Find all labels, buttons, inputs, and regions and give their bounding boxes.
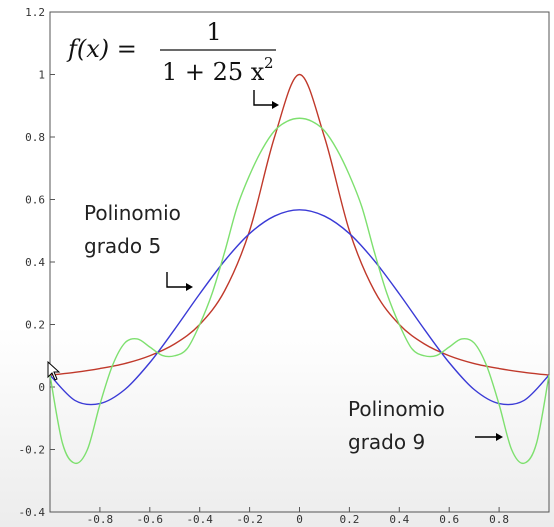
formula-annotation: f(x) = 1 1 + 25 x 2 [66, 18, 276, 86]
formula-exponent: 2 [264, 54, 274, 72]
poly9-label-line2: grado 9 [348, 430, 425, 454]
mouse-cursor-icon [47, 361, 61, 381]
formula-denominator: 1 + 25 x [162, 58, 265, 86]
poly5-arrow [166, 272, 186, 288]
poly5-label-line2: grado 5 [84, 234, 161, 258]
x-tick-label: 0 [296, 513, 303, 526]
y-tick-label: 0.8 [25, 131, 45, 144]
x-tick-label: 0.6 [439, 513, 459, 526]
y-axis-ticks: -0.4 -0.2 0 0.2 0.4 0.6 0.8 1 1.2 [19, 6, 55, 519]
y-tick-label: -0.2 [19, 444, 46, 457]
y-tick-label: 1 [38, 69, 45, 82]
x-tick-label: -0.4 [186, 513, 213, 526]
x-axis-ticks: -0.8 -0.6 -0.4 -0.2 0 0.2 0.4 0.6 0.8 [87, 507, 509, 526]
formula-arrowhead [272, 101, 279, 109]
y-tick-label: 0.2 [25, 319, 45, 332]
series-line-runge [49, 73, 550, 376]
y-tick-label: 0 [38, 381, 45, 394]
series-line-poly9 [49, 117, 550, 465]
x-tick-label: -0.6 [137, 513, 164, 526]
x-tick-label: 0.2 [339, 513, 359, 526]
x-tick-label: -0.8 [87, 513, 114, 526]
x-tick-label: 0.8 [489, 513, 509, 526]
series-line-poly5 [49, 209, 550, 406]
formula-lhs: f(x) = [66, 35, 137, 63]
formula-numerator: 1 [206, 18, 221, 46]
poly9-arrowhead [496, 433, 503, 441]
y-tick-label: 0.4 [25, 256, 45, 269]
y-tick-label: -0.4 [19, 506, 46, 519]
series-layer [49, 73, 550, 465]
x-tick-label: -0.2 [236, 513, 263, 526]
y-tick-label: 0.6 [25, 194, 45, 207]
x-tick-label: 0.4 [389, 513, 409, 526]
poly9-label-line1: Polinomio [348, 397, 445, 421]
poly5-arrowhead [186, 283, 193, 291]
poly5-label-line1: Polinomio [84, 201, 181, 225]
y-tick-label: 1.2 [25, 6, 45, 19]
formula-arrow [253, 90, 272, 106]
plot-frame [49, 11, 550, 513]
